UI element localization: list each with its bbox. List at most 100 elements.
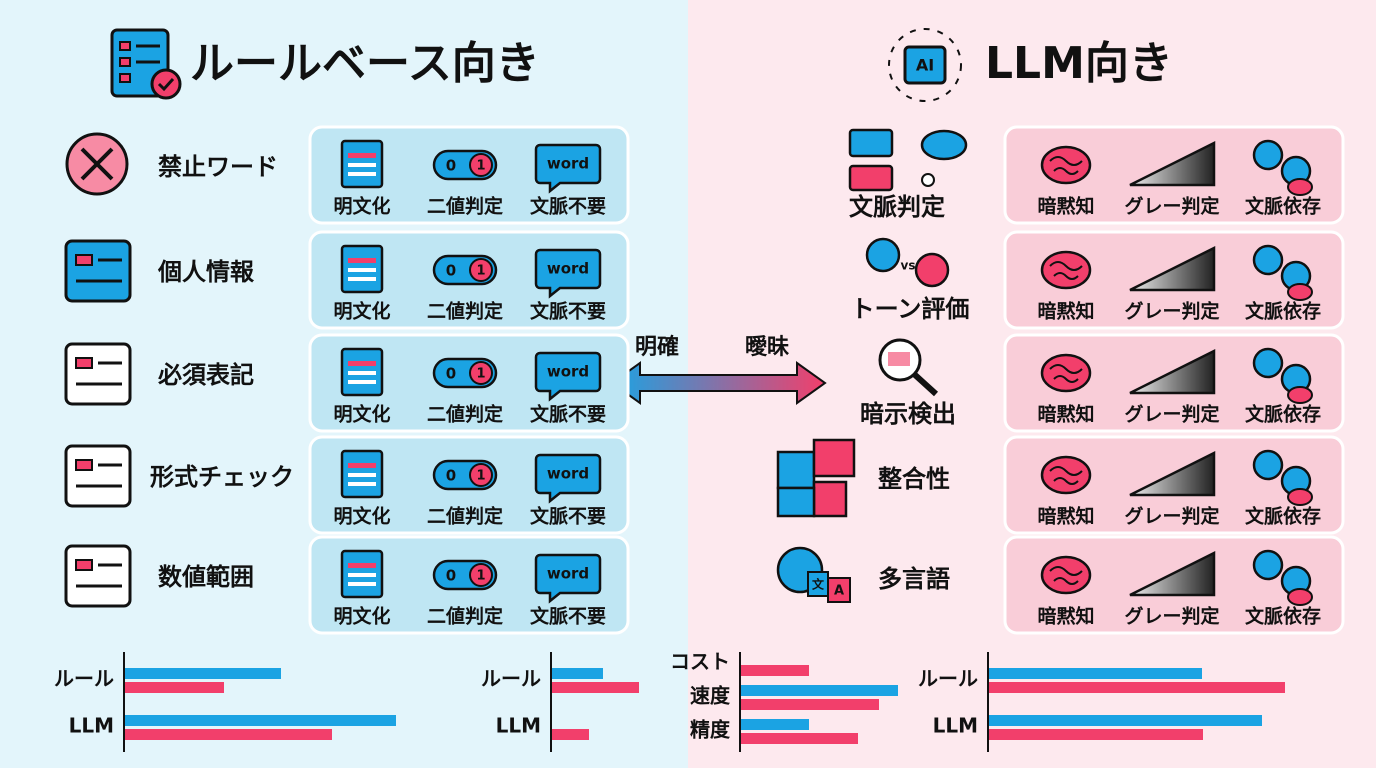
thought-cloud [920,129,968,161]
row-label: 禁止ワード [158,153,278,181]
happy-face [865,237,901,273]
category-label: 精度 [690,718,731,742]
chain-bubble [1252,244,1284,276]
bar [989,682,1285,693]
ai-label: AI [916,56,934,75]
tag-label: グレー判定 [1124,505,1219,528]
gradient-ramp [1129,140,1216,187]
translate-ja: 文 [812,577,825,592]
brain-icon [1040,455,1092,495]
doc-icon-line [348,482,376,486]
bar [741,665,809,676]
chain-bubble [1287,386,1313,404]
gradient-ramp [1129,245,1216,292]
bar [741,733,858,744]
tag-label: 文脈依存 [1245,605,1321,628]
brain-fold [1049,261,1083,280]
tag-label: 明文化 [333,605,390,628]
puzzle [776,486,816,518]
checklist-icon [110,28,182,100]
row-icon [64,444,132,508]
brain-icon [1040,145,1092,185]
word-text: word [547,260,589,278]
doc-icon-line [348,563,376,568]
row-label: 必須表記 [158,361,254,389]
tag-label: 文脈依存 [1245,195,1321,218]
row-icon-accent [75,459,93,471]
toggle-1: 1 [476,159,485,174]
tag-label: グレー判定 [1124,403,1219,426]
tag-label: 文脈依存 [1245,403,1321,426]
row-label: 文脈判定 [849,193,945,221]
doc-icon-line [348,371,376,375]
chat-bubble [848,164,894,192]
bar [741,699,879,710]
brain-icon [1040,250,1092,290]
tag-label: グレー判定 [1124,195,1219,218]
bar [552,729,589,740]
bar [125,715,396,726]
word-text: word [547,363,589,381]
tag-label: 暗黙知 [1037,403,1094,426]
tag-label: 文脈不要 [530,403,606,426]
tag-label: 明文化 [333,403,390,426]
angry-face [914,252,950,288]
row-label: 多言語 [878,565,950,593]
row-label: トーン評価 [851,295,970,323]
ban-x [80,147,114,181]
bar [552,682,639,693]
row-icon [64,342,132,406]
row-icon [776,546,851,603]
tag-label: 暗黙知 [1037,300,1094,323]
doc-icon-line [348,582,376,586]
row-icon [64,239,132,303]
tag-label: 二値判定 [427,403,503,426]
row-icon [848,128,968,192]
ai-chip-icon: AI [888,28,962,102]
doc-icon-line [348,473,376,477]
toggle-1: 1 [476,367,485,382]
tag-label: グレー判定 [1124,300,1219,323]
vs-label: vs [901,259,916,273]
gradient-ramp [1129,450,1216,497]
category-label: LLM [69,714,114,738]
magnifier-text [888,352,910,366]
tag-label: 二値判定 [427,195,503,218]
word-bubble [534,351,602,402]
bar [741,719,809,730]
doc-icon-line [348,163,376,167]
toggle-1: 1 [476,264,485,279]
row-label: 個人情報 [157,258,255,286]
word-bubble [534,453,602,504]
category-label: 速度 [690,684,731,708]
toggle-knob [469,463,493,487]
row-icon-body [64,342,132,406]
category-label: LLM [933,714,978,738]
bar [125,668,281,679]
toggle-knob [469,361,493,385]
brain-icon [1040,353,1092,393]
chain-bubble [1287,283,1313,301]
tag-label: 暗黙知 [1037,605,1094,628]
word-text: word [547,155,589,173]
tag-label: 明文化 [333,505,390,528]
category-label: ルール [54,667,114,691]
magnifier-handle [911,371,939,397]
puzzle [812,438,856,478]
toggle-0: 0 [446,567,456,585]
tag-label: 文脈不要 [530,505,606,528]
tag-label: 文脈依存 [1245,300,1321,323]
toggle-1: 1 [476,569,485,584]
gradient-ramp [1129,348,1216,395]
row-label: 数値範囲 [158,563,254,591]
doc-icon-line [348,361,376,366]
row-label: 形式チェック [150,463,294,491]
tag-label: 文脈不要 [530,605,606,628]
bar [741,685,898,696]
clear-label: 明確 [635,334,679,360]
word-text: word [547,565,589,583]
gradient-ramp [1129,550,1216,597]
chain-bubble [1252,139,1284,171]
tag-label: グレー判定 [1124,605,1219,628]
